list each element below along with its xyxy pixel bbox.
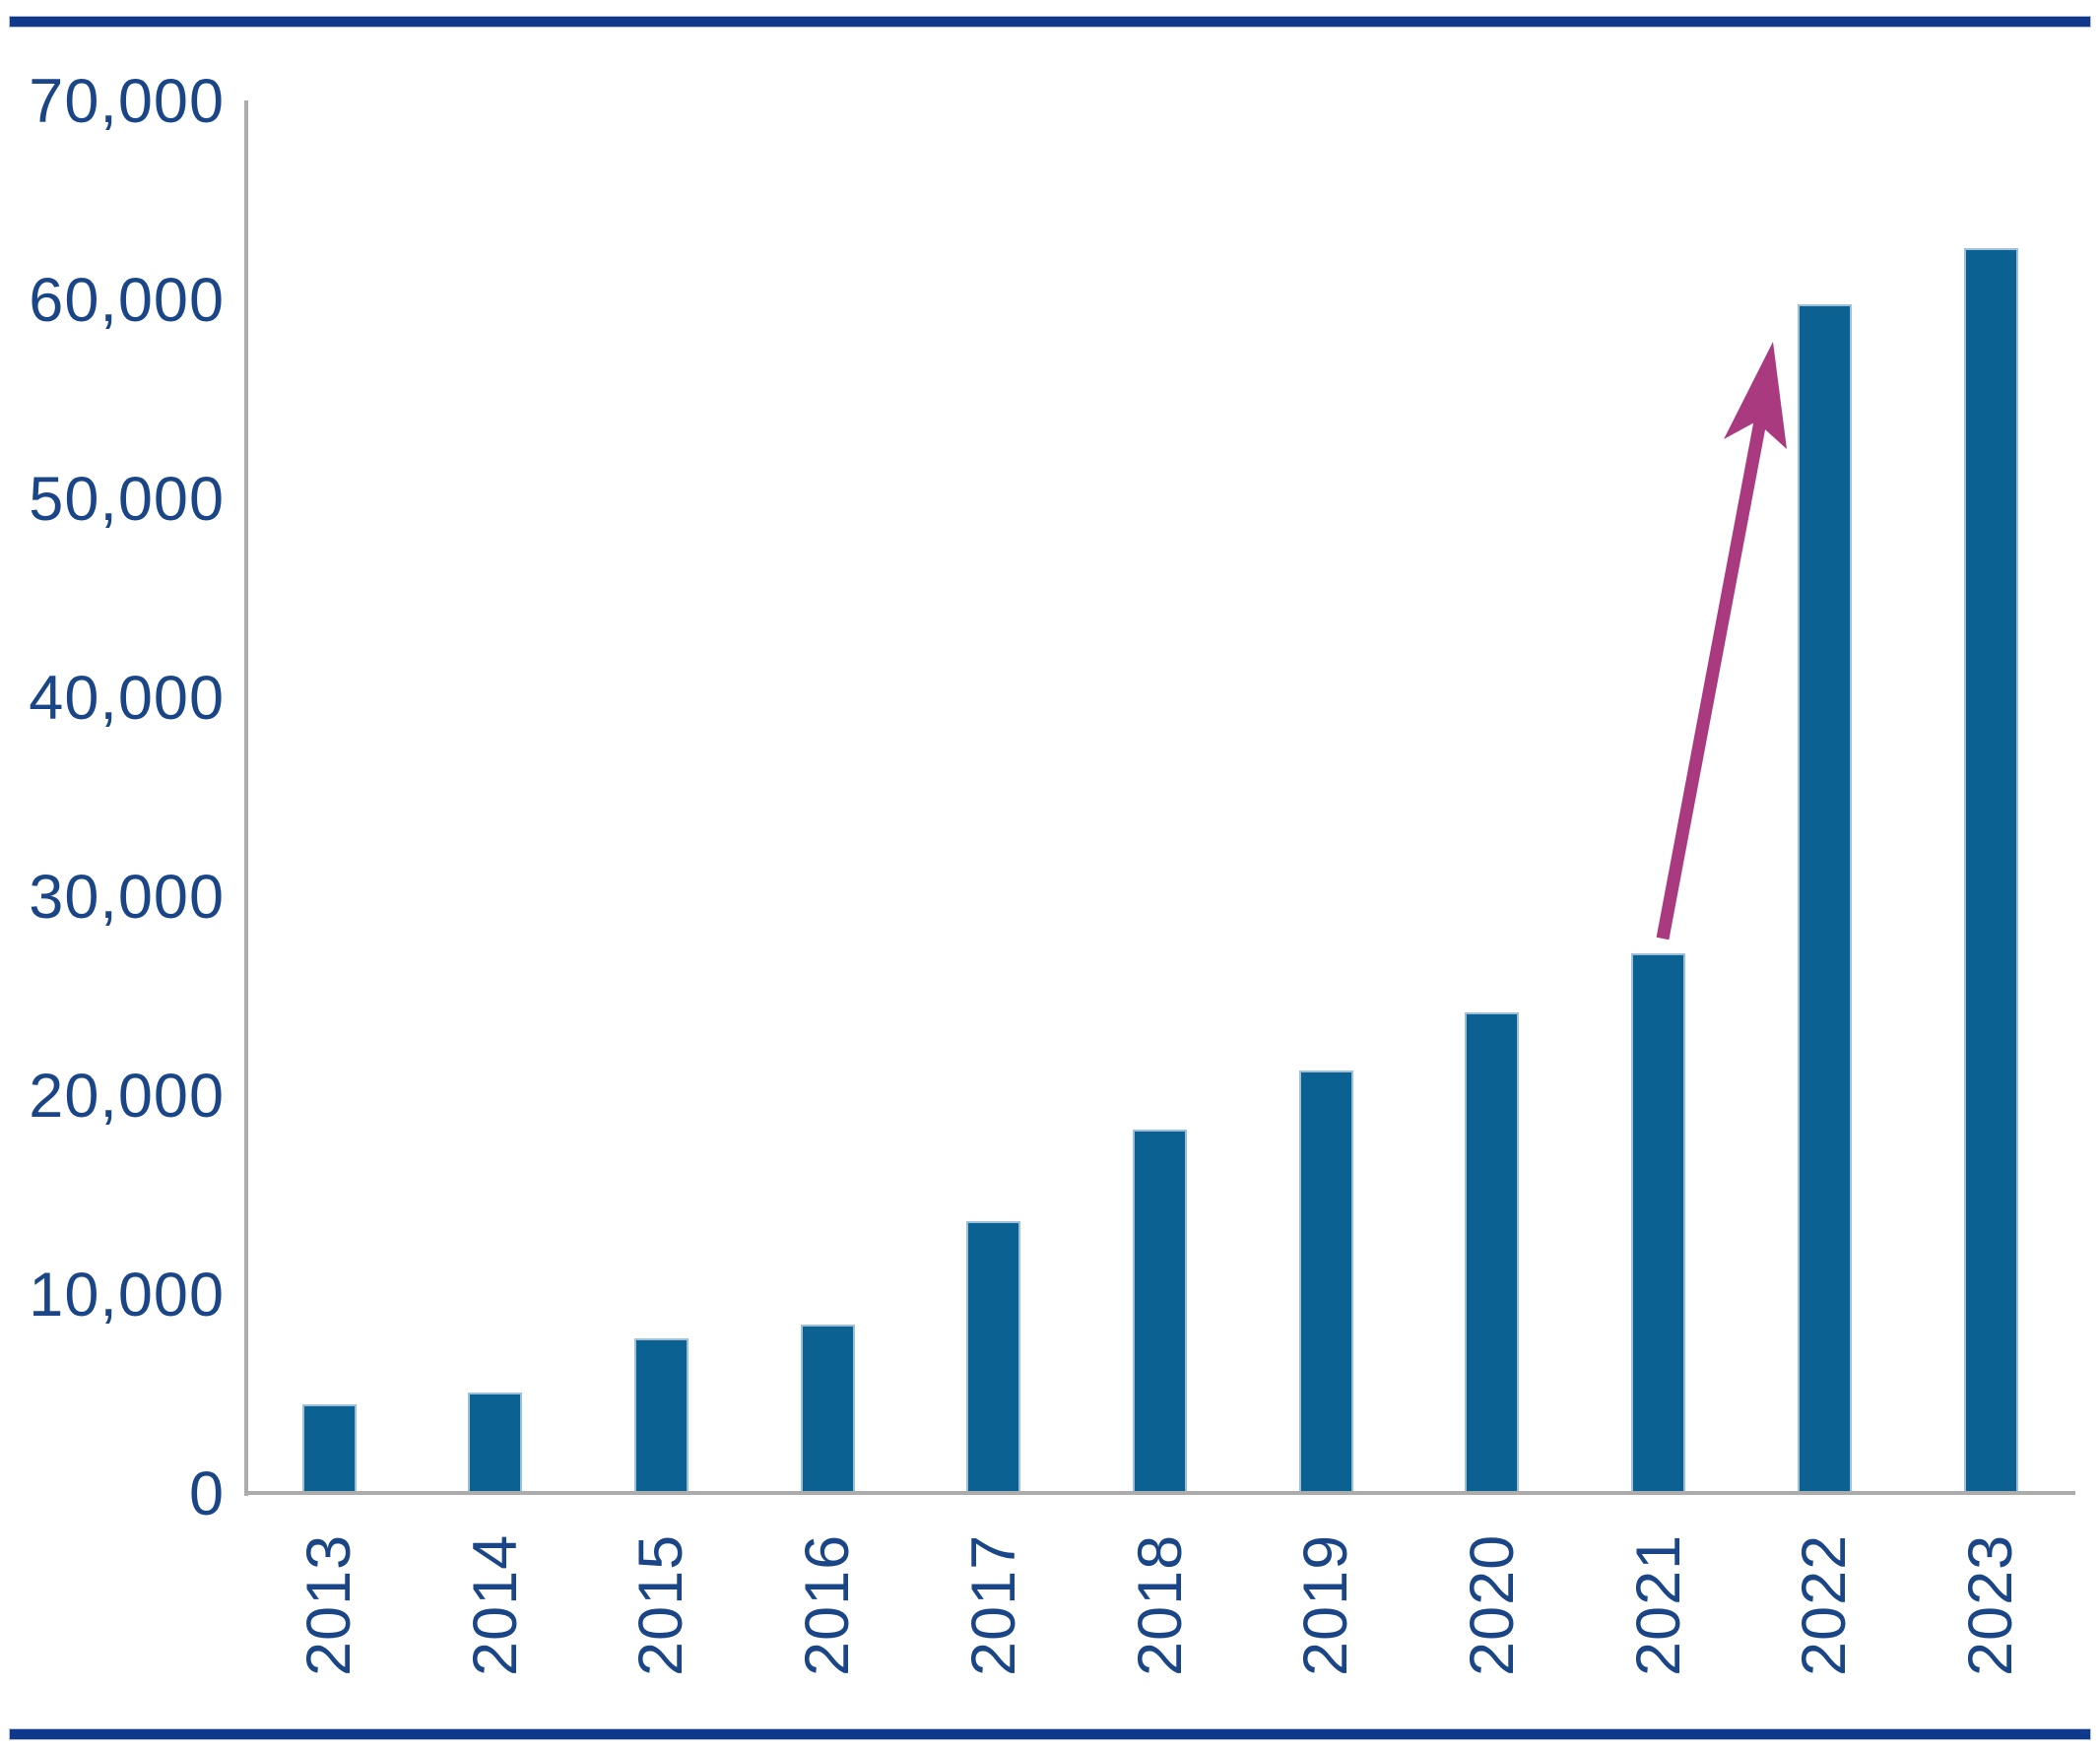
y-tick-label-60000: 60,000 bbox=[29, 266, 225, 335]
x-tick-label-2016: 2016 bbox=[793, 1533, 863, 1676]
y-tick-label-20000: 20,000 bbox=[29, 1062, 225, 1131]
x-tick-label-2022: 2022 bbox=[1790, 1533, 1860, 1676]
bar-2022 bbox=[1797, 304, 1852, 1494]
x-tick-label-2018: 2018 bbox=[1125, 1533, 1195, 1676]
bar-2019 bbox=[1298, 1070, 1353, 1494]
y-tick-label-10000: 10,000 bbox=[29, 1261, 225, 1329]
x-tick-label-2019: 2019 bbox=[1291, 1533, 1361, 1676]
y-tick-label-0: 0 bbox=[188, 1459, 225, 1528]
bar-2018 bbox=[1133, 1130, 1187, 1494]
x-tick-label-2021: 2021 bbox=[1623, 1533, 1693, 1676]
top-border-rule bbox=[9, 16, 2091, 28]
bar-2017 bbox=[966, 1221, 1021, 1494]
x-tick-label-2013: 2013 bbox=[295, 1533, 363, 1676]
x-axis-line bbox=[244, 1491, 2075, 1495]
y-tick-label-40000: 40,000 bbox=[29, 664, 225, 733]
y-axis-line bbox=[244, 100, 248, 1496]
bar-2020 bbox=[1465, 1012, 1520, 1494]
x-tick-label-2020: 2020 bbox=[1457, 1533, 1527, 1676]
bar-2016 bbox=[800, 1325, 855, 1494]
x-tick-label-2023: 2023 bbox=[1956, 1533, 2025, 1676]
bar-2013 bbox=[301, 1404, 357, 1494]
x-tick-label-2014: 2014 bbox=[460, 1533, 530, 1676]
y-tick-label-30000: 30,000 bbox=[29, 863, 225, 932]
y-tick-label-70000: 70,000 bbox=[29, 67, 225, 136]
x-tick-label-2015: 2015 bbox=[626, 1533, 696, 1676]
bar-2015 bbox=[633, 1338, 689, 1494]
x-tick-label-2017: 2017 bbox=[958, 1533, 1028, 1676]
bar-2014 bbox=[468, 1392, 523, 1494]
growth-arrow-shaft bbox=[1656, 420, 1767, 940]
y-tick-label-50000: 50,000 bbox=[29, 465, 225, 534]
bottom-border-rule bbox=[9, 1728, 2091, 1740]
growth-arrow-head bbox=[1724, 342, 1787, 449]
bar-2021 bbox=[1631, 952, 1686, 1494]
bar-2023 bbox=[1963, 248, 2018, 1494]
